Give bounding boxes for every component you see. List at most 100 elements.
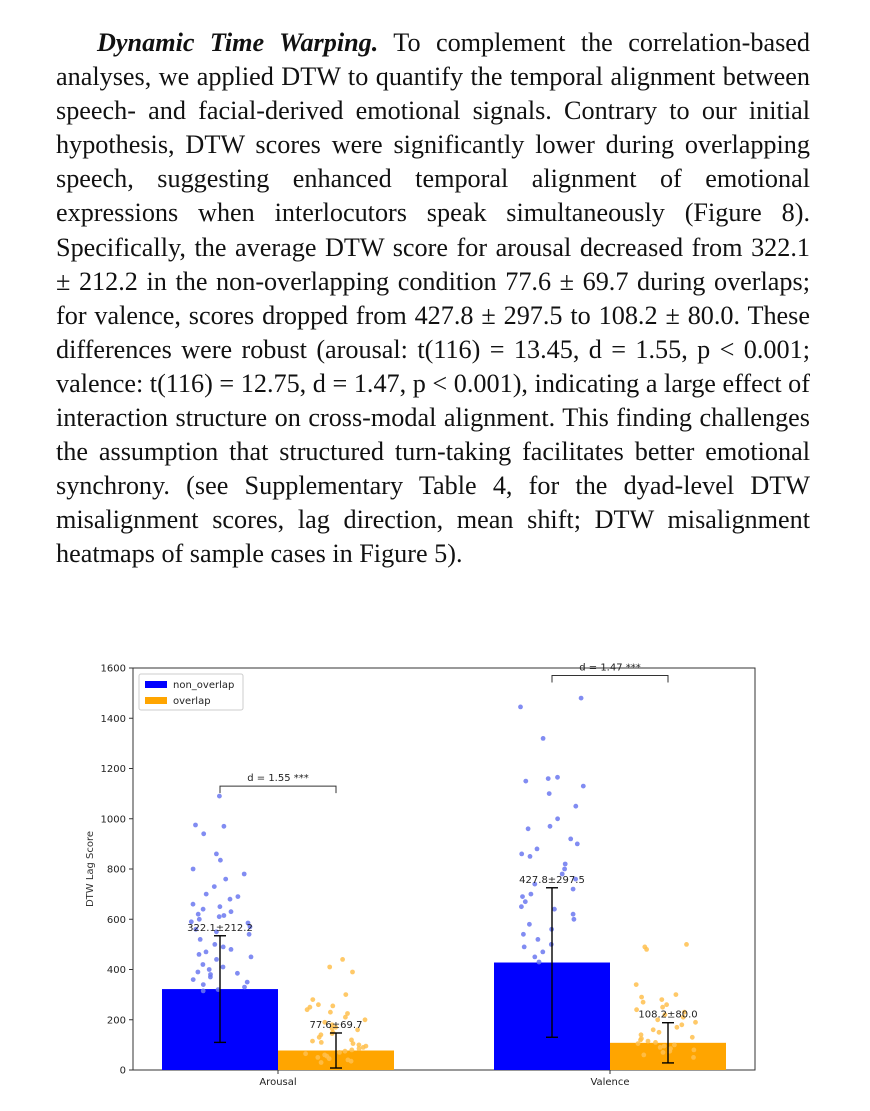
data-point-overlap bbox=[662, 1012, 668, 1018]
data-point-overlap bbox=[342, 1048, 348, 1054]
data-point-non_overlap bbox=[220, 944, 226, 950]
dtw-paragraph: Dynamic Time Warping. To complement the … bbox=[56, 26, 810, 572]
data-point-non_overlap bbox=[220, 964, 226, 970]
data-point-overlap bbox=[645, 1038, 651, 1044]
y-tick-label: 1400 bbox=[101, 714, 126, 725]
legend-swatch-overlap bbox=[145, 697, 167, 704]
data-point-non_overlap bbox=[545, 776, 551, 781]
data-point-non_overlap bbox=[197, 937, 203, 942]
data-point-non_overlap bbox=[571, 916, 577, 922]
data-point-non_overlap bbox=[548, 942, 554, 947]
data-point-non_overlap bbox=[228, 947, 234, 952]
significance-label: d = 1.55 *** bbox=[247, 773, 309, 784]
bar-value-label-overlap: 108.2±80.0 bbox=[638, 1010, 697, 1021]
data-point-overlap bbox=[657, 1045, 663, 1050]
data-point-non_overlap bbox=[214, 929, 219, 935]
data-point-non_overlap bbox=[527, 921, 532, 927]
significance-bracket bbox=[219, 785, 337, 794]
significance-label: d = 1.47 *** bbox=[579, 663, 641, 674]
data-point-non_overlap bbox=[217, 793, 222, 799]
data-point-non_overlap bbox=[203, 891, 209, 897]
data-point-overlap bbox=[345, 1011, 350, 1016]
data-point-overlap bbox=[680, 1014, 686, 1020]
data-point-non_overlap bbox=[201, 831, 207, 837]
data-point-overlap bbox=[674, 1024, 680, 1030]
data-point-non_overlap bbox=[570, 886, 576, 892]
y-axis-label: DTW Lag Score bbox=[85, 831, 96, 907]
data-point-overlap bbox=[343, 992, 349, 997]
data-point-overlap bbox=[330, 1003, 336, 1009]
data-point-non_overlap bbox=[552, 906, 557, 912]
data-point-overlap bbox=[638, 1032, 644, 1038]
data-point-overlap bbox=[635, 1041, 641, 1046]
data-point-non_overlap bbox=[519, 904, 524, 910]
data-point-overlap bbox=[328, 1009, 333, 1015]
legend-swatch-non_overlap bbox=[145, 681, 167, 688]
data-point-non_overlap bbox=[546, 791, 552, 796]
data-point-overlap bbox=[316, 1002, 321, 1008]
data-point-overlap bbox=[355, 1027, 360, 1033]
data-point-non_overlap bbox=[559, 871, 565, 877]
data-point-overlap bbox=[343, 1014, 348, 1020]
data-point-overlap bbox=[318, 1060, 324, 1065]
data-point-overlap bbox=[360, 1045, 366, 1050]
data-point-overlap bbox=[691, 1055, 696, 1060]
data-point-overlap bbox=[322, 1019, 328, 1025]
data-point-non_overlap bbox=[540, 736, 546, 741]
data-point-non_overlap bbox=[214, 957, 219, 962]
data-point-overlap bbox=[310, 997, 316, 1002]
data-point-overlap bbox=[661, 1043, 667, 1049]
data-point-overlap bbox=[362, 1017, 368, 1023]
data-point-overlap bbox=[634, 1007, 639, 1013]
data-point-non_overlap bbox=[241, 871, 247, 877]
data-point-non_overlap bbox=[573, 876, 578, 882]
data-point-non_overlap bbox=[211, 884, 217, 889]
data-point-non_overlap bbox=[568, 836, 574, 842]
data-point-non_overlap bbox=[522, 899, 528, 905]
data-point-non_overlap bbox=[578, 695, 584, 701]
data-point-overlap bbox=[633, 982, 639, 987]
data-point-non_overlap bbox=[570, 911, 576, 917]
y-tick-label: 1000 bbox=[101, 814, 126, 825]
data-point-overlap bbox=[349, 1037, 354, 1043]
data-point-non_overlap bbox=[521, 944, 527, 950]
data-point-non_overlap bbox=[193, 822, 198, 828]
data-point-overlap bbox=[315, 1055, 321, 1060]
data-point-non_overlap bbox=[244, 979, 250, 985]
data-point-non_overlap bbox=[235, 894, 241, 899]
paragraph-body: To complement the correlation-based anal… bbox=[56, 28, 810, 569]
data-point-overlap bbox=[650, 1027, 656, 1033]
data-point-overlap bbox=[689, 1034, 695, 1040]
data-point-overlap bbox=[644, 947, 649, 952]
x-tick-label: Valence bbox=[590, 1077, 629, 1088]
legend-label-non_overlap: non_overlap bbox=[173, 680, 234, 691]
data-point-overlap bbox=[326, 1056, 332, 1062]
data-point-non_overlap bbox=[193, 926, 199, 932]
data-point-overlap bbox=[673, 992, 679, 997]
y-tick-label: 1600 bbox=[101, 664, 126, 675]
data-point-overlap bbox=[349, 1047, 355, 1053]
data-point-non_overlap bbox=[214, 851, 219, 857]
data-point-overlap bbox=[682, 1009, 687, 1015]
data-point-overlap bbox=[304, 1007, 310, 1013]
data-point-non_overlap bbox=[534, 846, 540, 852]
data-point-overlap bbox=[656, 1029, 662, 1035]
data-point-overlap bbox=[310, 1038, 315, 1044]
y-tick-label: 0 bbox=[120, 1066, 126, 1077]
y-tick-label: 200 bbox=[107, 1015, 126, 1026]
data-point-overlap bbox=[356, 1046, 362, 1051]
data-point-non_overlap bbox=[532, 881, 538, 887]
data-point-non_overlap bbox=[242, 984, 247, 990]
data-point-overlap bbox=[340, 957, 345, 962]
data-point-overlap bbox=[329, 1026, 335, 1031]
data-point-overlap bbox=[679, 1022, 685, 1028]
data-point-non_overlap bbox=[195, 969, 201, 975]
data-point-non_overlap bbox=[217, 904, 223, 910]
data-point-non_overlap bbox=[573, 803, 579, 809]
data-point-non_overlap bbox=[188, 919, 194, 925]
data-point-non_overlap bbox=[574, 841, 580, 847]
y-tick-label: 400 bbox=[107, 965, 126, 976]
data-point-overlap bbox=[693, 1019, 698, 1025]
data-point-non_overlap bbox=[246, 931, 252, 937]
data-point-non_overlap bbox=[540, 949, 546, 955]
